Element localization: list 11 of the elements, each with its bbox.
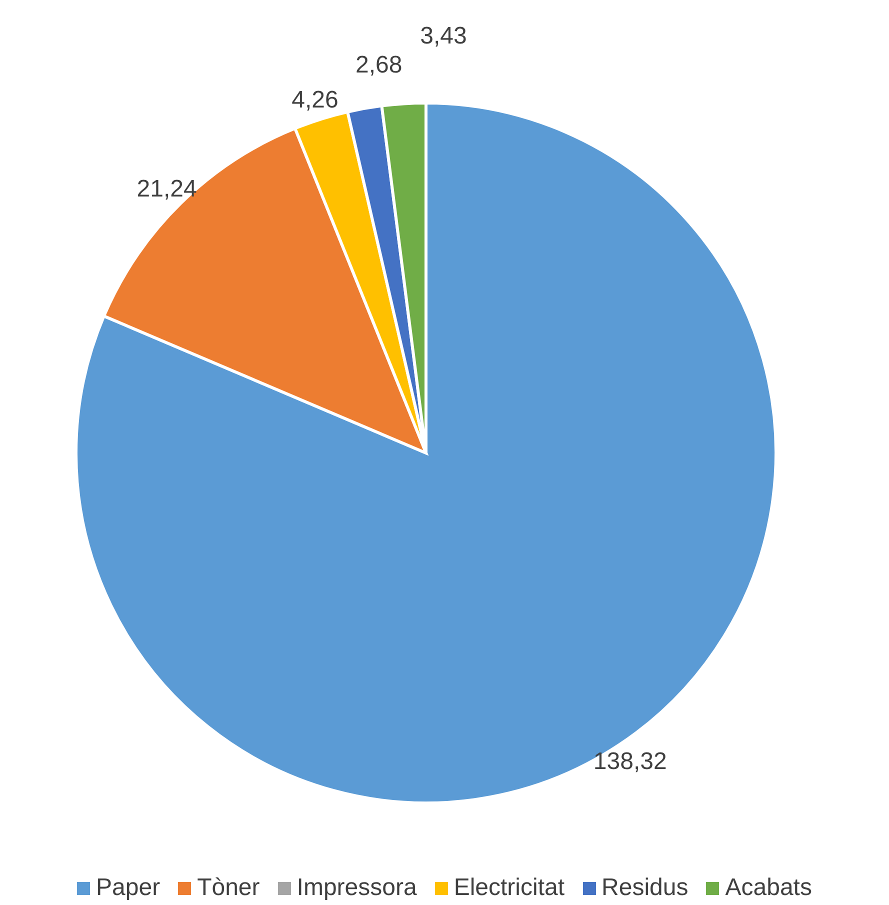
data-label: 138,32 bbox=[593, 748, 667, 776]
legend-label: Tòner bbox=[197, 874, 260, 902]
data-label: 3,43 bbox=[420, 22, 467, 50]
legend-label: Paper bbox=[96, 874, 160, 902]
data-label: 21,24 bbox=[136, 175, 197, 202]
legend-label: Residus bbox=[602, 874, 688, 902]
legend-label: Impressora bbox=[296, 874, 417, 902]
data-label: 4,26 bbox=[292, 86, 338, 114]
legend-label: Acabats bbox=[725, 874, 812, 902]
data-label: 2,68 bbox=[356, 52, 402, 79]
legend-label: Electricitat bbox=[454, 874, 565, 902]
